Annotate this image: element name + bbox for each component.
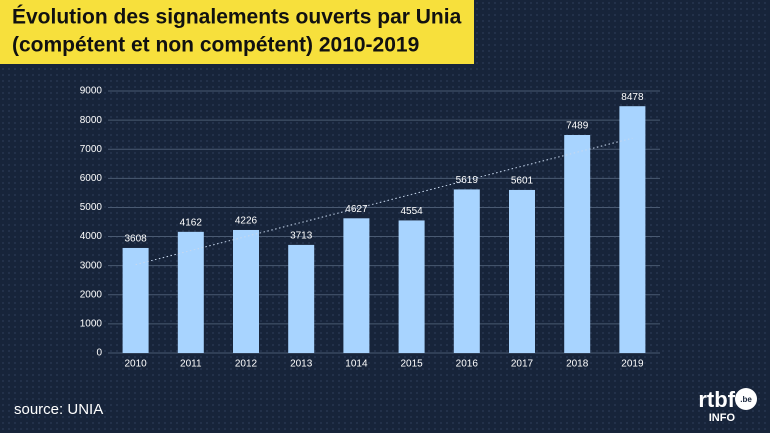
x-tick-label: 2016 (456, 359, 479, 370)
logo-name: rtbf (698, 387, 735, 412)
data-label: 4627 (345, 204, 368, 215)
source: source: UNIA (14, 401, 103, 418)
data-label: 4226 (235, 216, 258, 227)
bar (619, 106, 646, 353)
title-box (0, 0, 474, 64)
bar (343, 218, 370, 353)
y-tick-label: 4000 (80, 231, 103, 242)
bar (509, 189, 535, 353)
chart-title: (compétent et non compétent) 2010-2019 (12, 34, 419, 57)
bar (564, 134, 591, 353)
chart-title: Évolution des signalements ouverts par U… (12, 6, 462, 29)
x-tick-label: 2019 (621, 359, 644, 370)
y-tick-label: 8000 (80, 115, 103, 126)
data-label: 3713 (290, 231, 313, 242)
bar (233, 229, 259, 353)
x-tick-label: 2010 (124, 359, 147, 370)
bar (453, 189, 480, 353)
y-tick-label: 0 (96, 348, 102, 359)
x-tick-label: 1014 (345, 359, 368, 370)
y-tick-label: 2000 (80, 289, 103, 300)
y-tick-label: 5000 (80, 202, 103, 213)
bar (398, 220, 425, 353)
x-tick-label: 2015 (400, 359, 423, 370)
logo-badge (735, 388, 757, 410)
y-tick-label: 7000 (80, 144, 103, 155)
logo-suffix: .be (740, 395, 752, 404)
data-label: 4162 (180, 217, 203, 228)
x-tick-label: 2017 (511, 359, 534, 370)
logo: rtbf .be INFO (698, 387, 757, 424)
trendline (135, 137, 633, 266)
data-label: 4554 (400, 206, 423, 217)
x-tick-label: 2011 (180, 359, 202, 370)
bar (177, 231, 204, 353)
y-tick-label: 9000 (80, 86, 103, 97)
y-tick-label: 6000 (80, 173, 103, 184)
data-label: 3608 (124, 234, 147, 245)
data-label: 8478 (621, 92, 644, 103)
x-tick-label: 2018 (566, 359, 589, 370)
data-label: 7489 (566, 121, 589, 132)
bar (288, 244, 315, 353)
y-tick-label: 1000 (80, 319, 103, 330)
bar (122, 247, 149, 353)
x-tick-label: 2013 (290, 359, 313, 370)
y-tick-label: 3000 (80, 260, 103, 271)
x-tick-label: 2012 (235, 359, 258, 370)
logo-sub: INFO (709, 412, 736, 424)
data-label: 5619 (456, 175, 479, 186)
data-label: 5601 (511, 176, 534, 187)
